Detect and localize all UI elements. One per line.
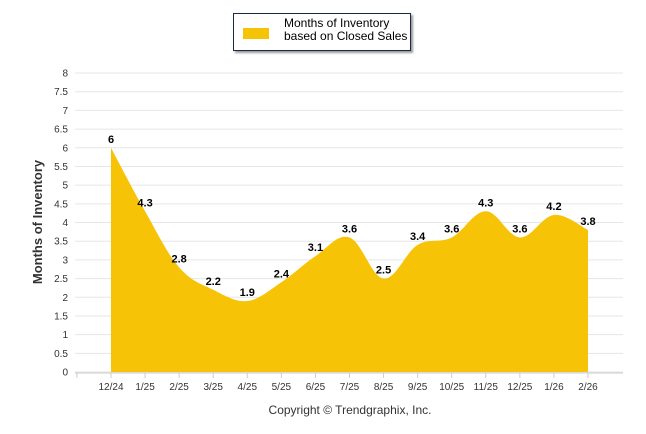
data-label: 4.3 [137,197,152,209]
y-tick-label: 1.5 [54,311,68,322]
y-tick-label: 7 [62,106,68,117]
x-tick-label: 2/26 [578,382,598,393]
y-tick-label: 3 [62,255,68,266]
x-tick-label: 12/25 [507,382,532,393]
area-series [111,147,588,372]
data-label: 3.1 [308,242,323,254]
y-tick-label: 2 [62,293,68,304]
legend[interactable]: Months of Inventory based on Closed Sale… [233,13,411,51]
legend-swatch [243,28,269,39]
data-label: 3.4 [410,231,426,243]
data-label: 4.2 [546,201,561,213]
y-tick-label: 0.5 [54,349,68,360]
x-tick-label: 10/25 [439,382,464,393]
x-tick-label: 3/25 [203,382,223,393]
x-tick-label: 8/25 [374,382,394,393]
data-label: 3.8 [580,216,595,228]
y-tick-label: 3.5 [54,237,68,248]
data-label: 2.4 [274,268,290,280]
x-tick-label: 2/25 [169,382,189,393]
data-label: 3.6 [512,223,527,235]
copyright: Copyright © Trendgraphix, Inc. [268,403,432,417]
data-label: 3.6 [444,223,459,235]
x-tick-label: 4/25 [238,382,258,393]
x-tick-label: 6/25 [306,382,326,393]
data-label: 2.5 [376,265,391,277]
x-tick-label: 1/25 [135,382,155,393]
x-tick-label: 9/25 [408,382,428,393]
data-label: 6 [108,134,114,146]
data-label: 2.8 [171,253,186,265]
y-tick-label: 1 [62,330,68,341]
y-tick-label: 8 [62,69,68,80]
data-label: 1.9 [240,287,255,299]
y-tick-label: 6 [62,143,68,154]
x-tick-label: 7/25 [340,382,360,393]
data-label: 2.2 [206,276,221,288]
x-tick-label: 11/25 [474,382,499,393]
y-tick-label: 4 [62,218,68,229]
x-tick-label: 1/26 [544,382,564,393]
y-tick-label: 6.5 [54,125,68,136]
y-tick-label: 2.5 [54,274,68,285]
y-tick-label: 4.5 [54,199,68,210]
x-tick-label: 5/25 [272,382,292,393]
y-tick-label: 0 [62,368,68,379]
y-tick-label: 7.5 [54,87,68,98]
y-tick-label: 5 [62,181,68,192]
x-tick-label: 12/24 [98,382,123,393]
y-axis-title: Months of Inventory [30,159,45,284]
data-label: 4.3 [478,197,493,209]
y-tick-label: 5.5 [54,162,68,173]
data-label: 3.6 [342,223,357,235]
legend-label: Months of Inventory based on Closed Sale… [284,16,408,43]
